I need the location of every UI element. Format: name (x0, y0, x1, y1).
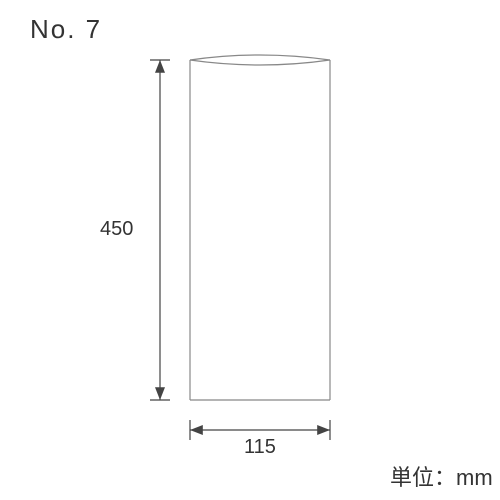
unit-label: 単位：mm (390, 460, 493, 492)
diagram-container: No. 7 450 115 単位：mm (0, 0, 500, 500)
height-dimension-label: 450 (100, 218, 133, 241)
product-number-label: No. 7 (30, 14, 102, 45)
width-dimension-label: 115 (244, 436, 276, 459)
diagram-svg (0, 0, 500, 500)
